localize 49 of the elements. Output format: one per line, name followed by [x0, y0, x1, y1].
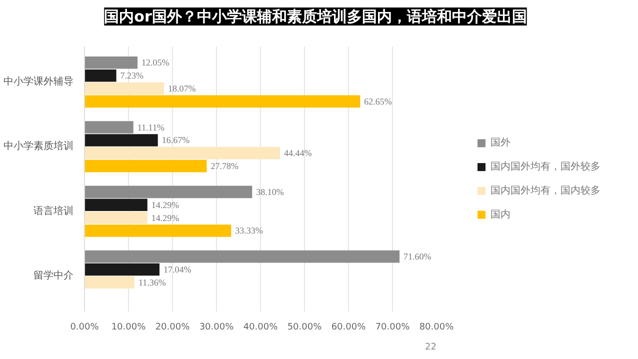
- bar: [84, 276, 134, 289]
- x-tick-label: 40.00%: [243, 322, 278, 332]
- data-label: 11.11%: [137, 122, 165, 132]
- bar: [84, 56, 138, 69]
- bar: [84, 95, 360, 108]
- data-label: 71.60%: [404, 252, 432, 262]
- data-label: 14.29%: [151, 212, 180, 223]
- x-tick-label: 50.00%: [287, 322, 322, 332]
- data-label: 16.67%: [162, 135, 190, 146]
- x-tick-label: 70.00%: [375, 322, 410, 332]
- bar: [84, 160, 207, 172]
- y-tick-label: 中小学素质培训: [4, 140, 74, 152]
- text: 22: [425, 342, 436, 352]
- y-tick-label: 留学中介: [34, 269, 74, 282]
- x-tick-label: 20.00%: [155, 322, 190, 332]
- bar: [84, 121, 134, 134]
- data-label: 17.04%: [163, 264, 192, 274]
- x-tick-label: 60.00%: [331, 322, 366, 332]
- bar: [84, 69, 116, 82]
- data-label: 38.10%: [256, 186, 284, 197]
- bar: [84, 134, 158, 146]
- bar: [84, 250, 400, 263]
- bar: [84, 263, 160, 276]
- bar: [84, 198, 148, 211]
- x-tick-label: 0.00%: [70, 322, 100, 332]
- bar: [84, 186, 252, 198]
- x-tick-label: 80.00%: [419, 322, 454, 332]
- data-label: 44.44%: [284, 148, 312, 158]
- x-tick-label: 30.00%: [199, 322, 234, 332]
- data-label: 33.33%: [235, 226, 264, 236]
- legend-label: 国内: [490, 208, 510, 220]
- data-label: 11.36%: [138, 277, 166, 288]
- data-label: 27.78%: [210, 161, 239, 172]
- legend-label: 国外: [490, 138, 510, 149]
- data-label: 12.05%: [142, 58, 170, 68]
- data-label: 62.65%: [364, 96, 392, 106]
- bar: [84, 82, 164, 95]
- data-label: 7.23%: [120, 70, 144, 81]
- bar: [84, 147, 280, 160]
- legend-label: 国内国外均有，国内较多: [490, 184, 600, 196]
- bar: [84, 212, 148, 224]
- y-tick-label: 语言培训: [34, 204, 74, 217]
- data-label: 14.29%: [151, 200, 180, 210]
- bar: [84, 224, 232, 237]
- data-label: 18.07%: [168, 84, 196, 94]
- chart-title: 国内or国外？中小学课辅和素质培训多国内，语培和中介爱出国: [104, 8, 527, 26]
- legend-label: 国内国外均有，国外较多: [490, 160, 600, 173]
- y-tick-label: 中小学课外辅导: [4, 76, 74, 88]
- x-tick-label: 10.00%: [111, 322, 146, 332]
